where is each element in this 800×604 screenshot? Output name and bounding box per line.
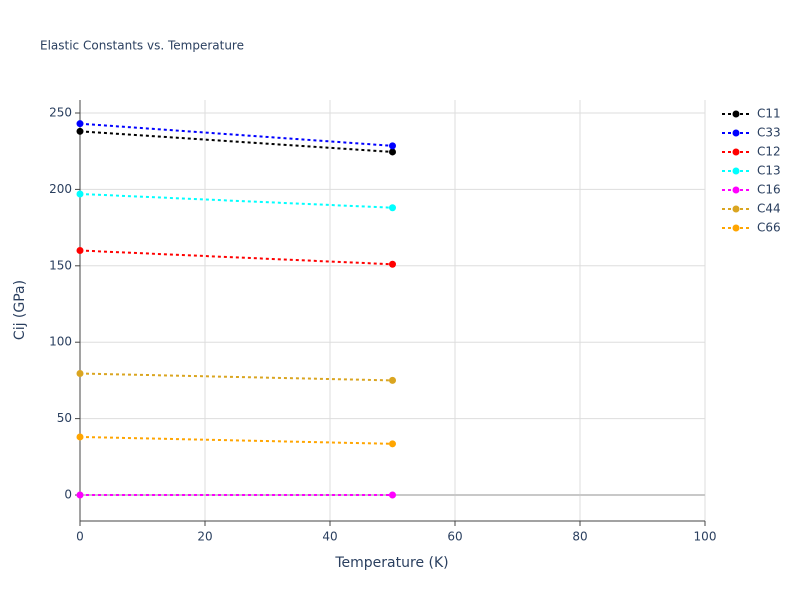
series-line: [79, 372, 393, 382]
legend-marker: [732, 186, 740, 194]
data-point: [76, 491, 84, 499]
y-tick-label: 50: [57, 411, 72, 425]
legend-marker: [732, 148, 740, 156]
data-point: [389, 142, 396, 150]
legend-label: C13: [757, 164, 781, 178]
legend-label: C12: [757, 145, 781, 159]
data-point: [389, 260, 396, 268]
x-tick-label: 20: [197, 530, 212, 544]
y-tick-label: 0: [64, 488, 72, 502]
x-axis-label: Temperature (K): [334, 555, 448, 571]
data-point: [389, 440, 396, 448]
y-axis-label: Cij (GPa): [12, 280, 28, 340]
legend-label: C16: [757, 183, 781, 197]
x-tick-label: 0: [76, 530, 84, 544]
series-line: [79, 130, 393, 153]
legend-label: C33: [757, 126, 781, 140]
series-line: [79, 435, 393, 445]
x-tick-label: 100: [694, 530, 717, 544]
data-point: [76, 433, 84, 441]
legend-marker: [732, 205, 740, 213]
data-point: [76, 190, 84, 198]
x-tick-label: 60: [447, 530, 462, 544]
data-point: [76, 127, 84, 135]
y-tick-label: 150: [49, 258, 72, 272]
legend-label: C11: [757, 107, 781, 121]
y-tick-label: 250: [49, 105, 72, 119]
series-line: [79, 122, 393, 147]
data-point: [76, 247, 84, 255]
x-tick-label: 40: [322, 530, 337, 544]
series-line: [79, 249, 393, 266]
x-tick-label: 80: [572, 530, 587, 544]
chart-title: Elastic Constants vs. Temperature: [40, 39, 244, 53]
legend-marker: [732, 224, 740, 232]
data-point: [389, 376, 396, 384]
legend-marker: [732, 110, 740, 118]
legend-marker: [732, 129, 740, 137]
y-tick-label: 200: [49, 182, 72, 196]
legend-label: C66: [757, 221, 781, 235]
data-point: [76, 370, 84, 378]
y-tick-label: 100: [49, 335, 72, 349]
data-point: [76, 120, 84, 128]
data-point: [389, 204, 396, 212]
legend-label: C44: [757, 202, 781, 216]
series-line: [79, 192, 393, 209]
data-point: [389, 148, 396, 156]
legend-marker: [732, 167, 740, 175]
data-point: [389, 491, 396, 499]
